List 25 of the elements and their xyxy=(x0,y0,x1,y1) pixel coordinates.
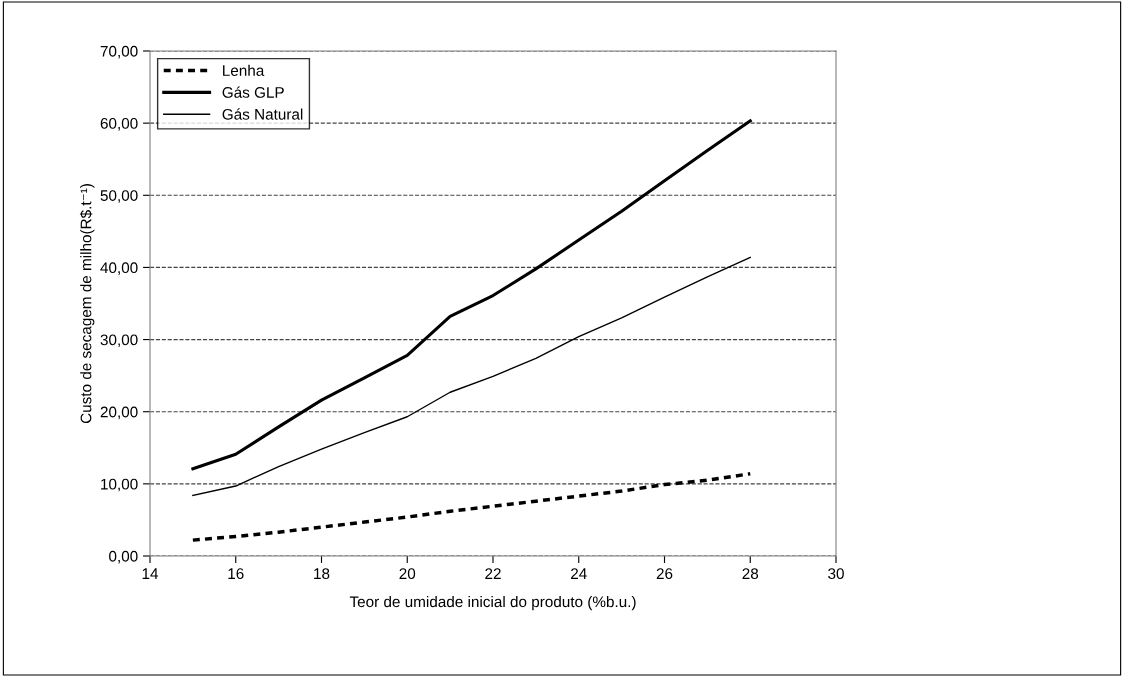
x-tick-label: 18 xyxy=(314,568,330,580)
x-tick-label: 16 xyxy=(228,568,244,580)
y-tick-label: 30,00 xyxy=(100,334,138,348)
legend-label: Lenha xyxy=(223,64,265,76)
line-series xyxy=(191,472,752,542)
x-tick-label: 22 xyxy=(485,568,501,579)
x-axis-title: Teor de umidade inicial do produto (%b.u.) xyxy=(349,595,636,611)
legend-label: Gás Natural xyxy=(222,108,303,120)
y-tick-label: 50,00 xyxy=(100,190,138,203)
x-tick-label: 28 xyxy=(742,568,759,580)
y-tick-label: 40,00 xyxy=(100,262,138,275)
y-tick-label: 70,00 xyxy=(100,45,138,59)
y-tick-label: 0,00 xyxy=(109,550,138,564)
y-tick-label: 20,00 xyxy=(100,406,138,420)
x-tick-label: 26 xyxy=(656,568,673,580)
y-tick-label: 60,00 xyxy=(100,118,138,131)
legend-label: Gás GLP xyxy=(222,86,284,98)
line-series xyxy=(192,256,751,497)
x-tick-label: 24 xyxy=(571,568,587,579)
y-tick-label: 10,00 xyxy=(101,478,138,492)
y-axis-title: Custo de secagem de milho(R$.t⁻¹) xyxy=(79,184,95,424)
line-series xyxy=(191,119,752,471)
x-tick-label: 30 xyxy=(828,568,844,580)
x-tick-label: 14 xyxy=(142,568,159,579)
x-tick-label: 20 xyxy=(399,568,416,580)
